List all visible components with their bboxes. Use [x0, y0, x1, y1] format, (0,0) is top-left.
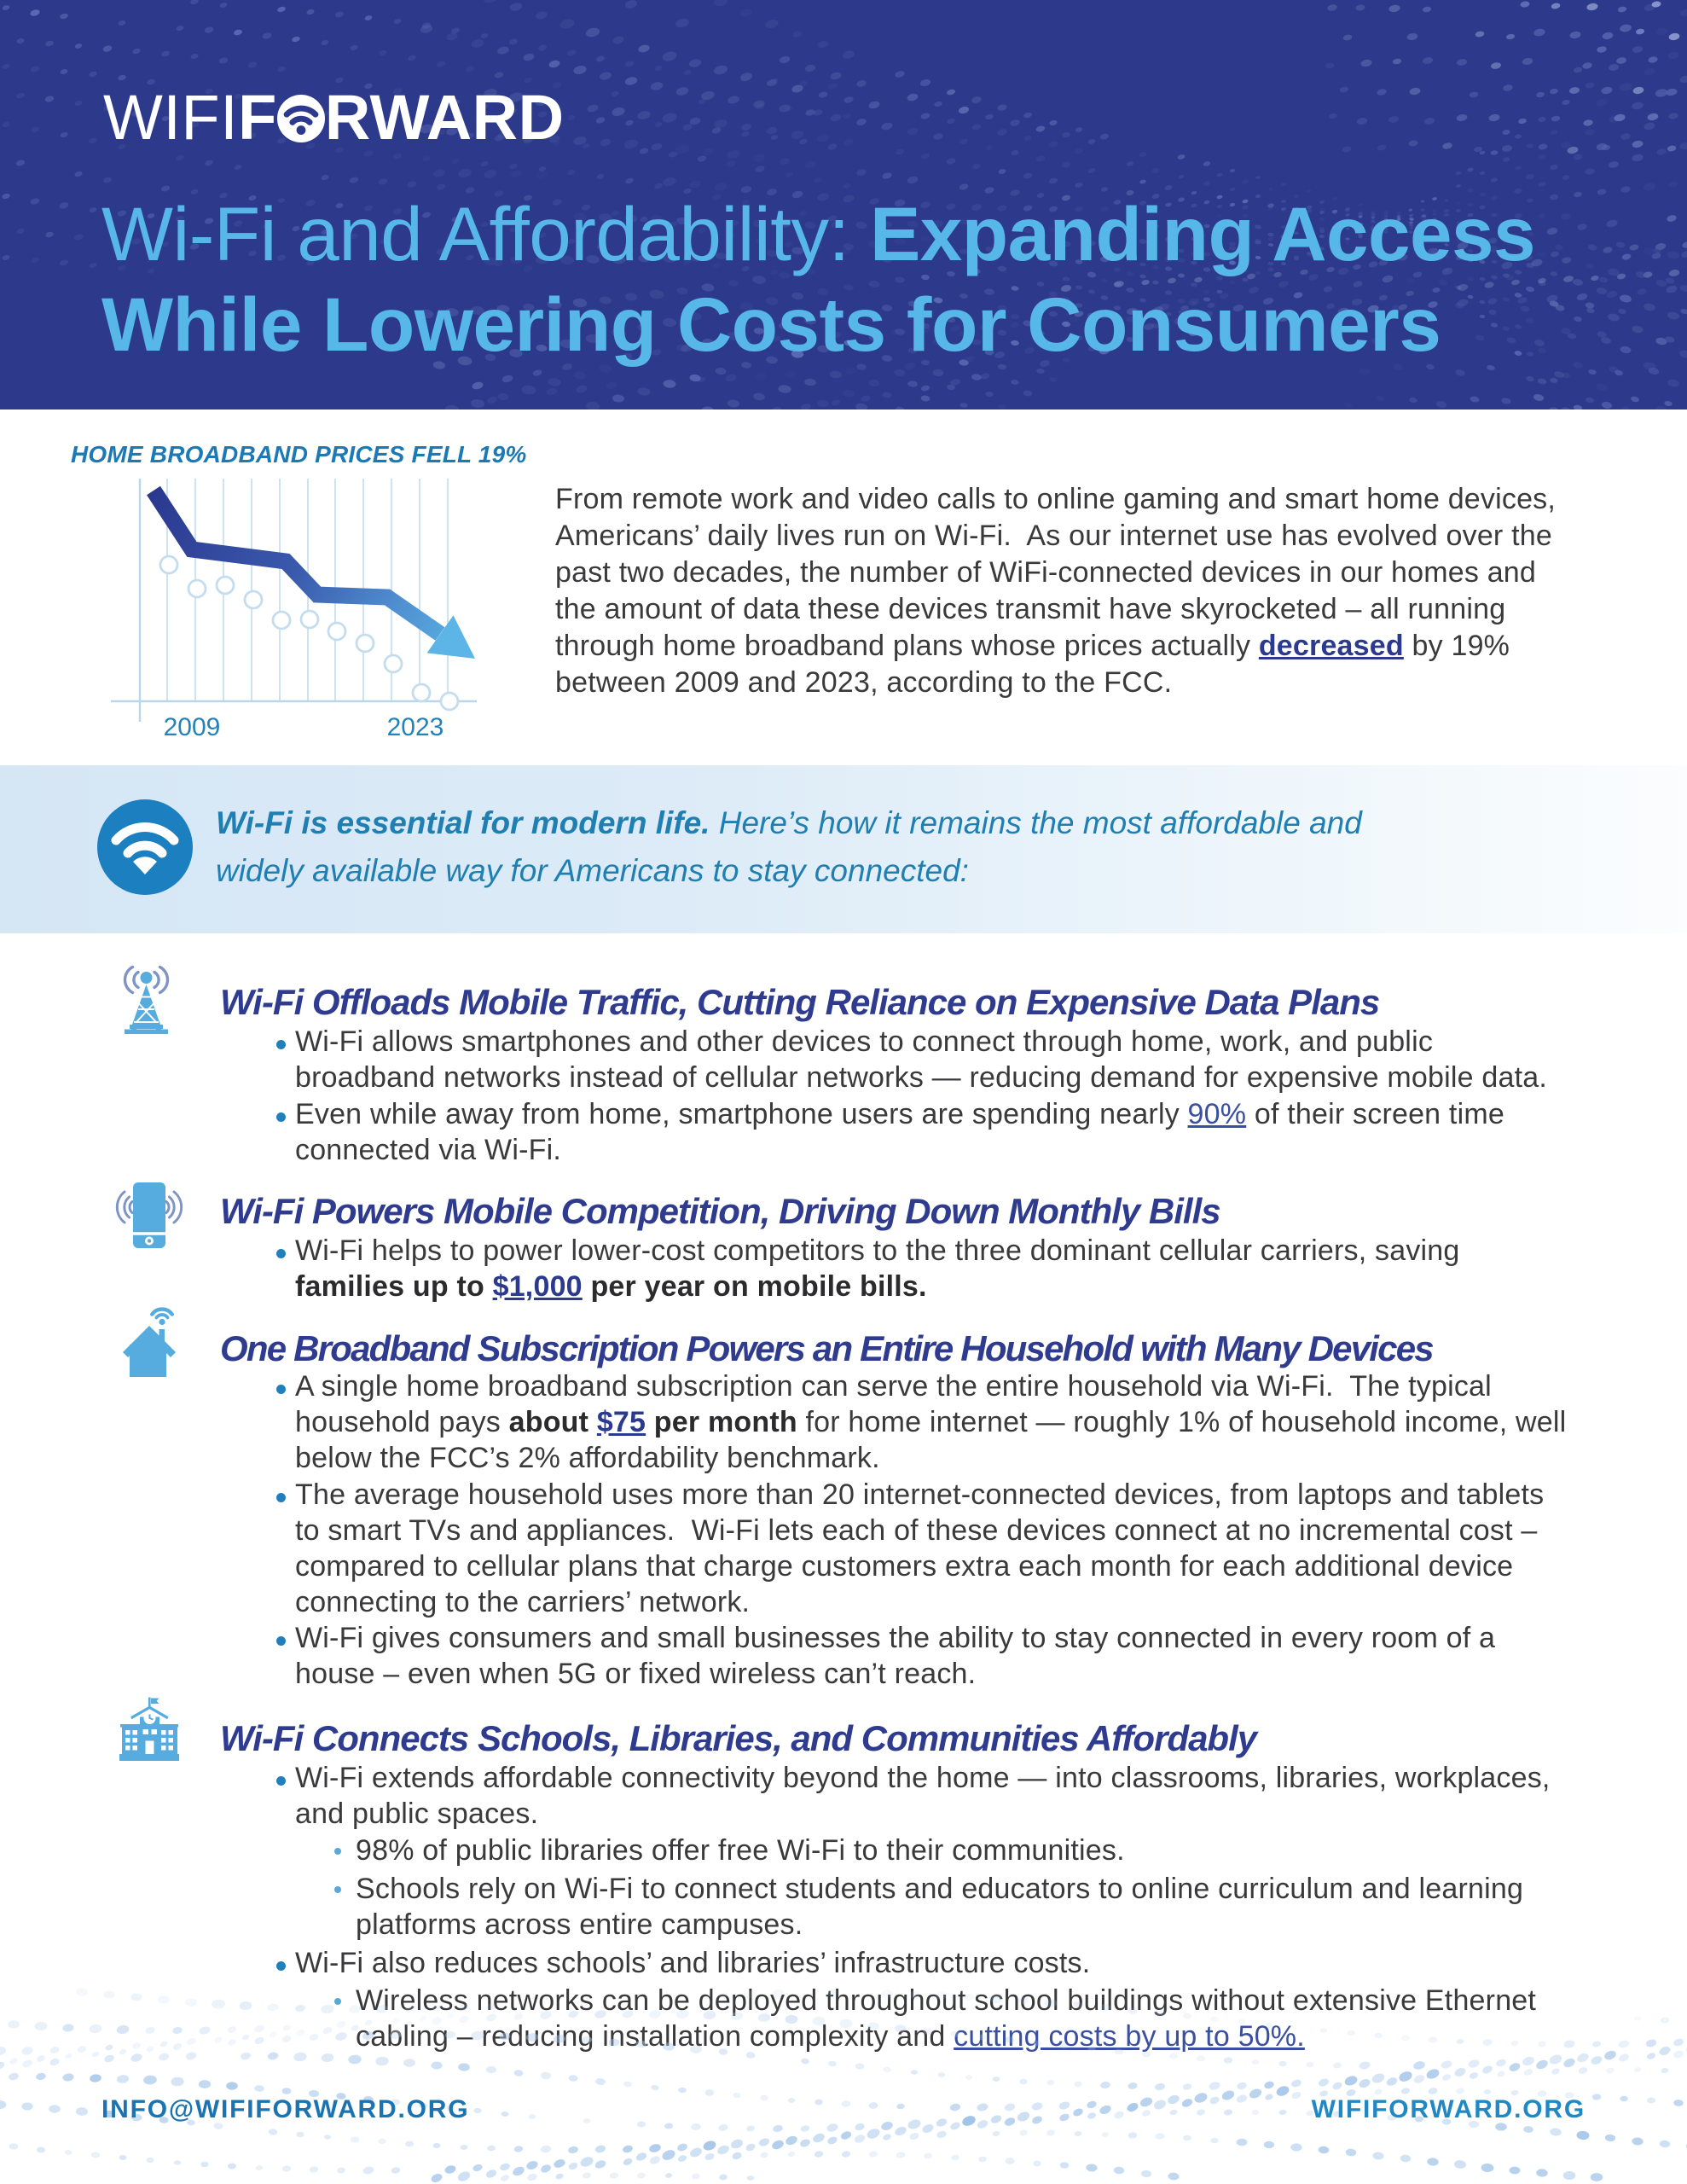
svg-text:2023: 2023: [387, 713, 444, 741]
svg-text:2009: 2009: [164, 713, 221, 741]
